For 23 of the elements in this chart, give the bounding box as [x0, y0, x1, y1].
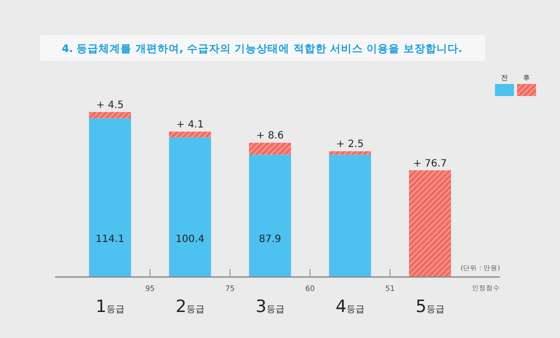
bar: [169, 132, 211, 138]
data-label: + 4.1: [176, 120, 204, 131]
bar: [329, 151, 371, 155]
x-tick-label: 4등급: [336, 297, 364, 317]
data-label: + 76.7: [413, 158, 447, 170]
data-label: 114.1: [96, 234, 124, 245]
bar: [89, 112, 131, 118]
bar: [249, 142, 291, 155]
x-tick-label: 5등급: [416, 297, 444, 317]
x-tick-label: 1등급: [96, 297, 124, 317]
bar: [329, 154, 371, 277]
x-tick-label: 3등급: [256, 297, 284, 317]
x-tick-label: 2등급: [176, 297, 204, 317]
data-label: + 8.6: [256, 130, 284, 142]
bar: [249, 154, 291, 277]
data-label: 100.4: [176, 234, 204, 245]
data-label: 87.9: [258, 234, 282, 245]
bar: [89, 118, 131, 277]
bar: [409, 170, 451, 277]
data-label: + 2.5: [336, 139, 364, 150]
bar: [169, 137, 211, 277]
chart-title: 4. 등급체계를 개편하여, 수급자의 기능상태에 적합한 서비스 이용을 보장합니다.: [62, 43, 462, 55]
data-label: + 4.5: [96, 100, 124, 111]
